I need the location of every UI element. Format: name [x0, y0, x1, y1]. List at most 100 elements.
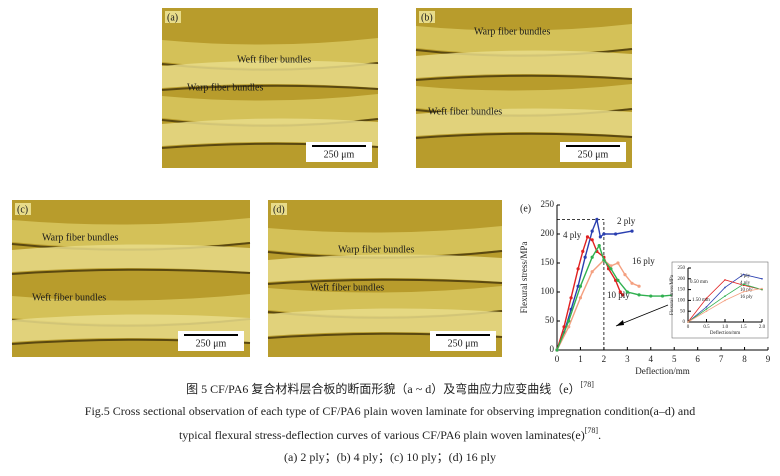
x-tick-label: 2 — [602, 354, 607, 364]
y-tick-label: 250 — [678, 266, 686, 271]
panel-label-bg — [271, 203, 287, 215]
panel-label-bg — [419, 11, 435, 23]
data-point — [630, 229, 634, 233]
data-point — [609, 267, 613, 271]
data-point — [630, 281, 634, 285]
x-tick-label: 9 — [766, 354, 771, 364]
data-point — [660, 294, 665, 298]
data-point — [705, 306, 708, 308]
data-point — [742, 273, 745, 276]
panel-label-bg — [15, 203, 31, 215]
data-point — [705, 297, 708, 300]
data-point — [590, 238, 594, 242]
fiber-bundle — [268, 308, 502, 336]
x-tick-label: 2.0 — [759, 325, 766, 330]
series-label: 4 ply — [563, 230, 582, 240]
pointer-arrow-head — [616, 320, 624, 326]
scale-bar-label: 250 μm — [324, 149, 355, 160]
data-point — [705, 310, 708, 313]
series-label: 2 ply — [617, 216, 636, 226]
x-tick-label: 0.5 — [703, 325, 710, 330]
fiber-bundle — [12, 244, 250, 272]
x-tick-label: 0 — [555, 354, 560, 364]
data-point — [597, 244, 601, 248]
inset-annotation: 1.50 mm — [692, 298, 710, 303]
scale-bar-label: 250 μm — [196, 338, 227, 349]
micrograph: (b) Warp fiber bundles Weft fiber bundles 2… — [415, 8, 633, 168]
data-point — [590, 270, 594, 274]
data-point — [567, 319, 571, 323]
annotation: Weft fiber bundles — [237, 54, 311, 65]
inset-legend-entry: 16 ply — [740, 295, 753, 300]
bundle-edge — [161, 84, 379, 91]
fiber-bundle — [268, 226, 502, 256]
y-tick-label: 150 — [541, 257, 555, 267]
data-point — [742, 290, 745, 293]
x-tick-label: 5 — [672, 354, 677, 364]
data-point — [625, 290, 629, 294]
fiber-bundle — [268, 254, 502, 282]
data-point — [724, 286, 726, 289]
data-point — [583, 255, 587, 259]
annotation: Warp fiber bundles — [187, 82, 264, 93]
fiber-bundle — [416, 50, 632, 78]
data-point — [618, 290, 622, 294]
caption-en-end: . — [598, 428, 601, 442]
data-point — [590, 229, 594, 233]
data-point — [578, 296, 583, 300]
fiber-bundle — [162, 118, 378, 146]
data-point — [761, 287, 763, 290]
y-tick-label: 100 — [541, 286, 555, 296]
x-tick-label: 7 — [719, 354, 724, 364]
data-point — [590, 255, 594, 259]
caption-cn-ref: [78] — [581, 380, 595, 389]
data-point — [687, 321, 689, 323]
caption-en-2: typical flexural stress-deflection curve… — [179, 426, 601, 442]
y-axis-label: Flexural stress/MPa — [670, 274, 675, 315]
y-tick-label: 250 — [541, 199, 555, 209]
fiber-bundle — [162, 94, 378, 124]
x-tick-label: 6 — [695, 354, 700, 364]
data-point — [637, 284, 641, 288]
bundle-edge — [11, 268, 251, 275]
data-point — [602, 232, 606, 236]
caption-cn: 图 5 CF/PA6 复合材料层合板的断面形貌（a ~ d）及弯曲应力应变曲线（… — [186, 380, 594, 396]
x-tick-label: 8 — [742, 354, 747, 364]
bundle-edge — [267, 278, 503, 285]
fiber-bundle — [416, 108, 632, 136]
scale-bar-label: 250 μm — [578, 149, 609, 160]
panel-label: (b) — [421, 12, 433, 23]
data-point — [614, 278, 618, 282]
panel-label-bg — [165, 11, 181, 23]
annotation: Warp fiber bundles — [338, 244, 415, 255]
series-line — [556, 259, 640, 351]
data-point — [581, 249, 585, 253]
caption-en-1: Fig.5 Cross sectional observation of eac… — [85, 404, 695, 418]
fiber-bundle — [162, 38, 378, 68]
x-tick-label: 1.0 — [722, 325, 729, 330]
data-point — [562, 325, 566, 329]
caption-sub: (a) 2 ply；(b) 4 ply；(c) 10 ply；(d) 16 pl… — [284, 450, 496, 464]
inset-legend-entry: 2 ply — [740, 274, 751, 279]
data-point — [637, 293, 641, 297]
data-point — [555, 348, 559, 352]
annotation: Warp fiber bundles — [42, 232, 119, 243]
data-point — [742, 283, 745, 286]
data-point — [724, 299, 726, 302]
annotation: Weft fiber bundles — [310, 282, 384, 293]
inset-annotation: 0.50 mm — [690, 280, 708, 285]
data-point — [569, 296, 573, 300]
y-tick-label: 200 — [541, 228, 555, 238]
inset-legend-entry: 10 ply — [740, 288, 753, 293]
data-point — [578, 284, 583, 288]
micrograph: (a) Weft fiber bundles Warp fiber bundles 2… — [161, 8, 379, 168]
bundle-edge — [415, 132, 633, 139]
x-tick-label: 1 — [578, 354, 583, 364]
annotation: Warp fiber bundles — [474, 26, 551, 37]
data-point — [614, 232, 618, 236]
panel-label: (d) — [273, 204, 285, 215]
series-label: 10 ply — [607, 290, 630, 300]
y-tick-label: 150 — [678, 288, 686, 293]
y-axis-label: Flexural stress/MPa — [519, 242, 529, 314]
fiber-bundle — [162, 60, 378, 88]
